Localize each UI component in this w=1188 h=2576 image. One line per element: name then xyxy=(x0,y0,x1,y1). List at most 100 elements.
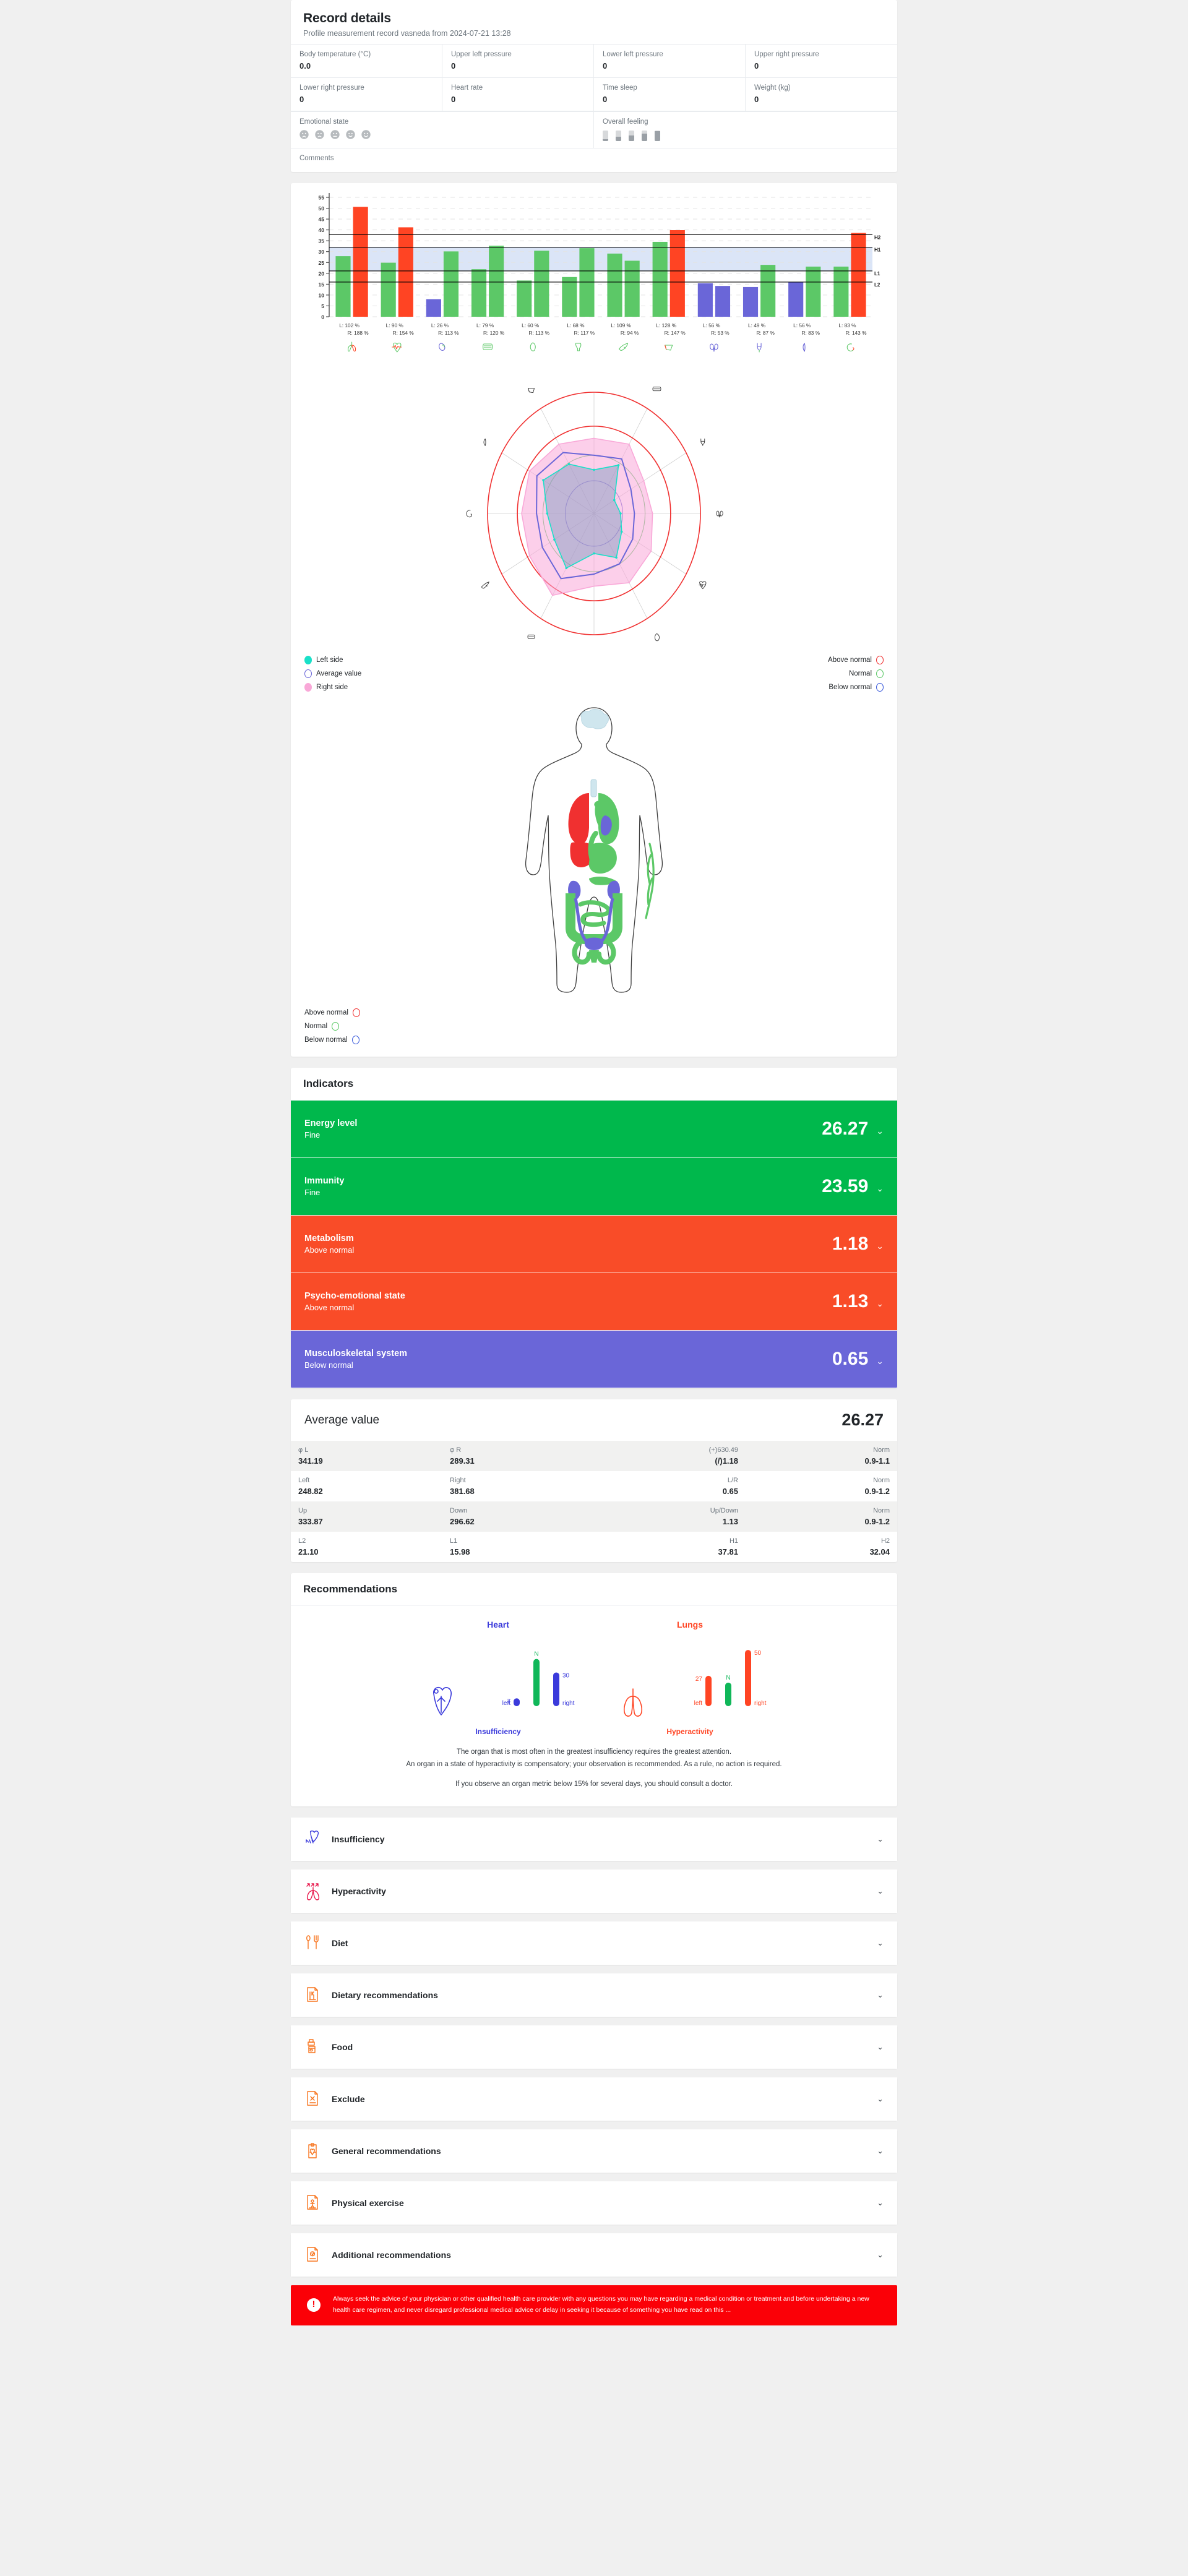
x-label-left-3: L: 79 % xyxy=(476,322,494,328)
chevron-down-icon[interactable]: ⌄ xyxy=(876,1183,884,1193)
indicator-row[interactable]: Musculoskeletal system Below normal 0.65 ⌄ xyxy=(291,1331,897,1388)
table-cell: H1 37.81 xyxy=(594,1532,746,1562)
x-label-left-9: L: 49 % xyxy=(748,322,766,328)
indicator-text: Immunity Fine xyxy=(304,1176,344,1197)
indicator-row[interactable]: Energy level Fine 26.27 ⌄ xyxy=(291,1101,897,1158)
accordion-item-insufficiency[interactable]: Insufficiency ⌄ xyxy=(291,1818,897,1861)
chevron-down-icon[interactable]: ⌄ xyxy=(877,1886,884,1896)
emotional-state-cell: Emotional state xyxy=(291,112,594,148)
y-axis-tick: 15 xyxy=(319,281,325,288)
accordion-item-hyperactivity[interactable]: Hyperactivity ⌄ xyxy=(291,1870,897,1913)
emotional-state-options[interactable] xyxy=(299,130,585,139)
table-cell: φ L 341.19 xyxy=(291,1441,442,1471)
report-page: Record details Profile measurement recor… xyxy=(291,0,897,2325)
indicators-heading: Indicators xyxy=(291,1068,897,1101)
radar-legend-left: Left side Average value Right side xyxy=(304,656,361,692)
mini-bar-label-right: right xyxy=(562,1700,575,1707)
bar-left-9 xyxy=(742,286,759,317)
record-field-value: 0 xyxy=(603,95,608,104)
bar-right-11 xyxy=(851,233,866,317)
x-label-left-5: L: 68 % xyxy=(567,322,585,328)
chevron-down-icon[interactable]: ⌄ xyxy=(876,1241,884,1251)
record-field-value: 0 xyxy=(603,61,608,71)
x-label-right-4: R: 113 % xyxy=(528,330,549,336)
lymphatic-system xyxy=(645,843,655,919)
organ-radar-chart xyxy=(291,381,897,653)
accordion-item-label: Exclude xyxy=(332,2094,365,2105)
accordion-card: Additional recommendations ⌄ xyxy=(291,2233,897,2277)
mini-bar-N xyxy=(533,1659,540,1706)
chevron-down-icon[interactable]: ⌄ xyxy=(877,2094,884,2104)
overall-feeling-options[interactable] xyxy=(603,131,889,141)
cell-value: 32.04 xyxy=(869,1547,890,1556)
accordion-item-dietary-recommendations[interactable]: Dietary recommendations ⌄ xyxy=(291,1973,897,2017)
accordion-item-general-recommendations[interactable]: General recommendations ⌄ xyxy=(291,2129,897,2173)
indicators-list: Energy level Fine 26.27 ⌄ Immunity Fine 23.59 ⌄… xyxy=(291,1101,897,1388)
overall-feeling-level-4[interactable] xyxy=(642,131,647,141)
table-row: Left 248.82 Right 381.68 L/R 0.65 Norm 0.9-1.2 xyxy=(291,1471,897,1501)
accordion-item-additional-recommendations[interactable]: Additional recommendations ⌄ xyxy=(291,2233,897,2277)
record-details-card: Record details Profile measurement recor… xyxy=(291,0,897,172)
indicator-value: 26.27 xyxy=(822,1118,869,1139)
record-field-value: 0 xyxy=(451,95,456,104)
legend-swatch xyxy=(352,1008,360,1017)
radar-axis-bladder-icon xyxy=(700,438,705,446)
accordion-card: Exclude ⌄ xyxy=(291,2077,897,2121)
y-axis-tick: 25 xyxy=(319,260,325,266)
chevron-down-icon[interactable]: ⌄ xyxy=(876,1299,884,1308)
accordion-item-diet[interactable]: Diet ⌄ xyxy=(291,1921,897,1965)
very-sad-face-icon[interactable] xyxy=(299,130,309,139)
chevron-down-icon[interactable]: ⌄ xyxy=(877,1990,884,2000)
overall-feeling-level-2[interactable] xyxy=(616,131,621,141)
record-field-label: Upper right pressure xyxy=(754,51,819,58)
cell-key: Norm xyxy=(873,1446,890,1454)
legend-label: Above normal xyxy=(304,1009,348,1016)
legend-swatch xyxy=(304,683,312,692)
cell-value: 37.81 xyxy=(718,1547,738,1556)
chevron-down-icon[interactable]: ⌄ xyxy=(877,1938,884,1948)
x-label-left-11: L: 83 % xyxy=(838,322,856,328)
indicator-name: Energy level xyxy=(304,1118,358,1128)
chevron-down-icon[interactable]: ⌄ xyxy=(877,2042,884,2052)
chevron-down-icon[interactable]: ⌄ xyxy=(876,1356,884,1366)
accordion-item-label: General recommendations xyxy=(332,2146,441,2157)
y-axis-tick: 55 xyxy=(319,195,325,201)
emotional-state-label: Emotional state xyxy=(299,118,349,126)
x-label-right-8: R: 53 % xyxy=(711,330,730,336)
mini-bar-value-left: 7 xyxy=(507,1698,511,1705)
bar-right-9 xyxy=(760,265,776,317)
fork-spoon-icon xyxy=(306,1935,319,1950)
chevron-down-icon[interactable]: ⌄ xyxy=(877,2146,884,2156)
indicator-row[interactable]: Metabolism Above normal 1.18 ⌄ xyxy=(291,1216,897,1273)
legend-swatch xyxy=(876,669,884,678)
happy-face-icon[interactable] xyxy=(361,130,371,139)
legend-item: Normal xyxy=(849,669,884,678)
overall-feeling-level-3[interactable] xyxy=(629,131,634,141)
indicator-row[interactable]: Psycho-emotional state Above normal 1.13 ⌄ xyxy=(291,1273,897,1331)
indicator-state: Above normal xyxy=(304,1303,355,1312)
sad-face-icon[interactable] xyxy=(315,130,324,139)
table-cell: (+)630.49 (/)1.18 xyxy=(594,1441,746,1471)
cell-key: H2 xyxy=(880,1537,890,1545)
indicator-row[interactable]: Immunity Fine 23.59 ⌄ xyxy=(291,1158,897,1216)
legend-swatch xyxy=(876,683,884,692)
slight-smile-face-icon[interactable] xyxy=(346,130,355,139)
chevron-down-icon[interactable]: ⌄ xyxy=(877,2250,884,2260)
overall-feeling-cell: Overall feeling xyxy=(594,112,897,148)
chevron-down-icon[interactable]: ⌄ xyxy=(877,2198,884,2208)
reference-label-H2: H2 xyxy=(874,234,881,240)
overall-feeling-level-5[interactable] xyxy=(655,131,660,141)
chevron-down-icon[interactable]: ⌄ xyxy=(876,1126,884,1136)
chevron-down-icon[interactable]: ⌄ xyxy=(877,1834,884,1844)
accordion-item-physical-exercise[interactable]: Physical exercise ⌄ xyxy=(291,2181,897,2225)
radar-series-right-side xyxy=(521,437,653,596)
recommendations-note: The organ that is most often in the grea… xyxy=(291,1740,897,1806)
accordion-item-exclude[interactable]: Exclude ⌄ xyxy=(291,2077,897,2121)
cell-value: 0.9-1.1 xyxy=(864,1456,890,1466)
legend-item: Below normal xyxy=(829,683,884,692)
kidneys-icon xyxy=(710,343,718,352)
neutral-face-icon[interactable] xyxy=(330,130,340,139)
y-axis-tick: 45 xyxy=(319,217,325,223)
overall-feeling-level-1[interactable] xyxy=(603,131,608,141)
accordion-item-food[interactable]: Food ⌄ xyxy=(291,2025,897,2069)
